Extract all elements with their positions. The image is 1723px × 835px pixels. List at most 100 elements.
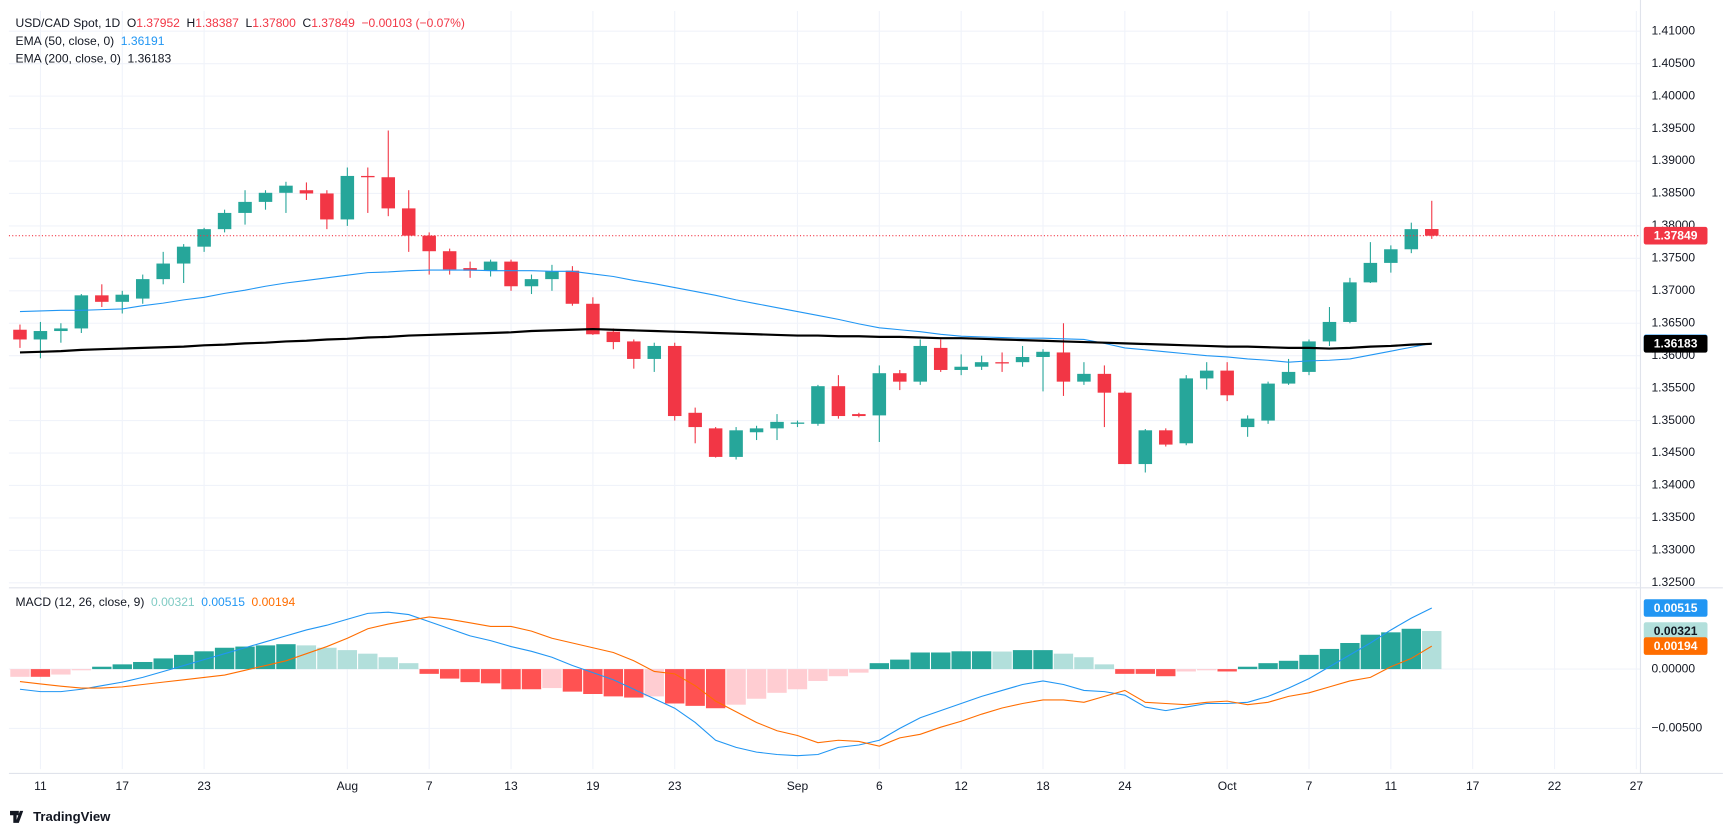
candle-body — [729, 430, 743, 457]
candle-body — [13, 329, 27, 340]
y-tick-label: 1.39500 — [1651, 121, 1695, 135]
histogram-bar — [194, 651, 214, 670]
histogram-bar — [603, 669, 624, 697]
candle-body — [586, 303, 600, 335]
histogram-bar — [992, 651, 1012, 670]
candle-body — [95, 295, 109, 302]
histogram-bar — [439, 669, 460, 679]
histogram-bar — [30, 669, 51, 677]
candle-body — [1199, 370, 1214, 379]
histogram-bar — [358, 653, 378, 670]
histogram-bar — [51, 669, 71, 675]
candle-body — [1425, 229, 1439, 236]
candle-body — [320, 193, 334, 220]
candle-body — [1404, 229, 1419, 250]
candle-body — [1179, 378, 1193, 444]
y-tick-label: 1.39000 — [1651, 153, 1695, 167]
candle-body — [442, 251, 457, 270]
histogram-bar — [1115, 669, 1135, 674]
histogram-bar — [767, 669, 787, 693]
candle-body — [1220, 370, 1234, 396]
histogram-bar — [542, 669, 562, 689]
histogram-bar — [1340, 643, 1360, 670]
candle-body — [401, 208, 416, 236]
y-tick-label: 1.32500 — [1651, 575, 1695, 589]
candle-body — [913, 345, 927, 382]
candle-body — [790, 422, 805, 424]
candle-body — [258, 192, 273, 202]
ohlc-value: 1.37800 — [252, 16, 296, 30]
candle-body — [565, 270, 580, 304]
y-tick-label: 1.41000 — [1651, 23, 1695, 37]
x-tick-label: 17 — [1466, 779, 1480, 793]
x-tick-label: 22 — [1548, 779, 1562, 793]
candle-body — [811, 386, 825, 424]
price-tag — [1643, 637, 1708, 655]
histogram-bar — [501, 669, 521, 690]
price-tag — [1643, 335, 1708, 353]
candle-body — [197, 229, 211, 247]
candle-body — [1322, 321, 1337, 342]
y-tick-label: 0.00000 — [1651, 661, 1695, 675]
histogram-bar — [624, 669, 644, 698]
ohlc-value: 1.38387 — [195, 16, 239, 30]
histogram-bar — [583, 669, 603, 695]
price-tag-label: 1.36183 — [1654, 337, 1698, 351]
histogram-bar — [480, 669, 501, 684]
ema-line — [19, 269, 1432, 363]
price-tag-label: 1.37849 — [1654, 228, 1698, 242]
histogram-bar — [869, 663, 890, 670]
y-tick-label: 1.35000 — [1651, 413, 1695, 427]
histogram-bar — [726, 669, 746, 705]
histogram-bar — [746, 669, 767, 699]
histogram-bar — [92, 666, 112, 670]
candle-body — [340, 175, 355, 220]
histogram-bar — [1094, 664, 1115, 670]
histogram-bar — [1176, 669, 1196, 672]
candle-body — [852, 414, 866, 417]
x-tick-label: 7 — [426, 779, 433, 793]
x-tick-label: Oct — [1218, 779, 1237, 793]
histogram-bar — [112, 664, 132, 670]
candle-body — [299, 190, 314, 194]
ema-name: EMA (200, close, 0) — [16, 52, 121, 66]
candle-body — [627, 341, 641, 359]
signal-value: 0.00194 — [252, 595, 296, 609]
candle-body — [238, 201, 252, 213]
histogram-bar — [685, 669, 705, 706]
histogram-bar — [378, 657, 398, 670]
candle-body — [156, 263, 170, 280]
ohlc-value: 1.37849 — [311, 16, 355, 30]
candle-body — [279, 185, 293, 193]
candle-body — [504, 261, 518, 287]
histogram-bar — [153, 658, 173, 670]
histogram-bar — [787, 669, 808, 690]
price-tag — [1643, 622, 1708, 640]
histogram-bar — [1360, 634, 1381, 670]
candle-body — [422, 235, 436, 252]
candle-body — [667, 345, 682, 417]
histogram-bar — [10, 669, 30, 677]
x-tick-label: 23 — [668, 779, 682, 793]
y-tick-label: 1.38500 — [1651, 186, 1695, 200]
histogram-bar — [1135, 669, 1155, 674]
histogram-bar — [1319, 648, 1340, 670]
x-tick-label: 18 — [1036, 779, 1050, 793]
histogram-value: 0.00321 — [151, 595, 195, 609]
ohlc-key: L — [245, 16, 252, 30]
histogram-bar — [1422, 631, 1442, 670]
price-tag-label: 0.00321 — [1654, 624, 1698, 638]
price-tag — [1643, 226, 1708, 245]
price-tag — [1643, 599, 1708, 617]
candle-body — [974, 362, 989, 367]
histogram-bar — [1197, 669, 1217, 671]
candle-body — [1363, 262, 1378, 283]
histogram-bar — [1074, 657, 1094, 670]
histogram-bar — [276, 644, 296, 670]
macd-name: MACD (12, 26, close, 9) — [16, 595, 145, 609]
candle-body — [135, 279, 150, 299]
x-tick-label: 6 — [876, 779, 883, 793]
y-tick-label: 1.36500 — [1651, 315, 1695, 329]
candle-body — [688, 412, 702, 428]
histogram-bar — [399, 663, 419, 670]
